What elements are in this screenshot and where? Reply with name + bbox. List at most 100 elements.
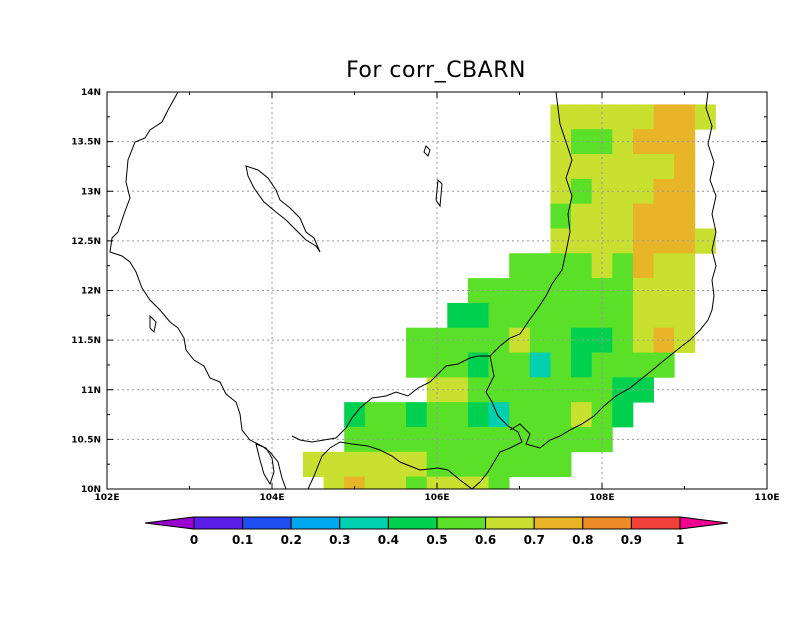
grid-cell: [653, 104, 675, 130]
colorbar-label: 0.2: [281, 533, 302, 547]
colorbar-segment: [290, 516, 341, 530]
colorbar-label: 0.6: [475, 533, 496, 547]
grid-cell: [406, 476, 428, 489]
grid-cell: [632, 253, 654, 279]
grid-cell: [467, 451, 489, 477]
grid-cell: [674, 129, 696, 155]
grid-cell: [612, 352, 634, 378]
lat-tick-label: 11.5N: [71, 336, 101, 346]
lon-tick-label: 102E: [95, 493, 120, 503]
grid-cell: [571, 402, 593, 428]
lon-tick-label: 110E: [755, 493, 780, 503]
grid-cell: [571, 377, 593, 403]
island-small-3: [435, 178, 443, 208]
grid-cell: [550, 228, 572, 254]
lat-tick-label: 12.5N: [71, 237, 101, 247]
colorbar-segment: [630, 516, 681, 530]
grid-cell: [653, 327, 675, 353]
grid-cell: [302, 451, 324, 477]
grid-cell: [694, 104, 716, 130]
grid-cell: [323, 451, 345, 477]
grid-cell: [467, 352, 489, 378]
colorbar-arrow-left: [144, 516, 195, 530]
lon-tick-label: 106E: [425, 493, 450, 503]
coastline-gulf: [291, 355, 523, 489]
grid-cell: [509, 352, 531, 378]
colorbar-segment: [533, 516, 584, 530]
grid-cell: [550, 203, 572, 229]
grid-cell: [612, 154, 634, 180]
grid-cell: [344, 451, 366, 477]
axis-ticks: [106, 91, 768, 490]
island-west: [255, 443, 275, 486]
grid-cell: [426, 451, 448, 477]
colorbar-label: 0.9: [621, 533, 642, 547]
grid-cell: [488, 451, 510, 477]
grid-cell: [467, 402, 489, 428]
grid-cell: [406, 451, 428, 477]
grid-cell: [674, 253, 696, 279]
colorbar-segment: [387, 516, 438, 530]
grid-cell: [488, 377, 510, 403]
map-title: For corr_CBARN: [346, 58, 526, 83]
island-small-2: [423, 145, 431, 157]
lat-tick-label: 13N: [81, 187, 101, 197]
grid-cell: [591, 302, 613, 329]
colorbar-label: 0.8: [572, 533, 593, 547]
grid-cell: [674, 154, 696, 180]
gridlines: [107, 92, 767, 489]
grid-cell: [509, 302, 531, 329]
grid-cell: [674, 302, 696, 329]
coastline: [109, 92, 717, 489]
grid-cell: [364, 426, 386, 453]
grid-cell: [426, 402, 448, 428]
grid-cell: [447, 352, 469, 378]
grid-cell: [488, 476, 510, 489]
grid-cell: [529, 426, 551, 453]
grid-cell: [653, 278, 675, 304]
grid-cell: [571, 253, 593, 279]
grid-cell: [571, 203, 593, 229]
grid-cell: [550, 352, 572, 378]
grid-cell: [653, 178, 675, 205]
grid-cell: [529, 302, 551, 329]
grid-cell: [571, 228, 593, 254]
grid-cell: [591, 154, 613, 180]
grid-cell: [632, 352, 654, 378]
grid-cell: [488, 426, 510, 453]
grid-cell: [674, 203, 696, 229]
grid-cell: [674, 327, 696, 353]
colorbar-label: 0.1: [232, 533, 253, 547]
grid-cell: [509, 327, 531, 353]
grid-cell: [447, 476, 469, 489]
colorbar-label: 0.4: [378, 533, 399, 547]
grid-cell: [447, 402, 469, 428]
colorbar-segment: [339, 516, 389, 530]
grid-cell: [406, 352, 428, 378]
grid-cell: [426, 352, 448, 378]
lon-tick-label: 104E: [260, 493, 285, 503]
grid-cell: [488, 278, 510, 304]
colorbar-label: 0.3: [329, 533, 350, 547]
grid-cell: [550, 302, 572, 329]
grid-cell: [571, 352, 593, 378]
grid-cell: [591, 352, 613, 378]
colorbar-segment: [193, 516, 244, 530]
grid-cell: [385, 426, 407, 453]
island-small-1: [149, 314, 157, 334]
grid-cell: [509, 402, 531, 428]
grid-cell: [612, 104, 634, 130]
grid-cell: [591, 402, 613, 428]
grid-cell: [550, 154, 572, 180]
grid-cell: [344, 426, 366, 453]
grid-cell: [694, 228, 716, 254]
grid-cell: [571, 178, 593, 205]
grid-cell: [591, 203, 613, 229]
grid-cell: [571, 426, 593, 453]
grid-cell: [529, 327, 551, 353]
grid-cell: [550, 402, 572, 428]
grid-cell: [385, 476, 407, 489]
grid-cell: [612, 402, 634, 428]
lat-tick-label: 10.5N: [71, 435, 101, 445]
